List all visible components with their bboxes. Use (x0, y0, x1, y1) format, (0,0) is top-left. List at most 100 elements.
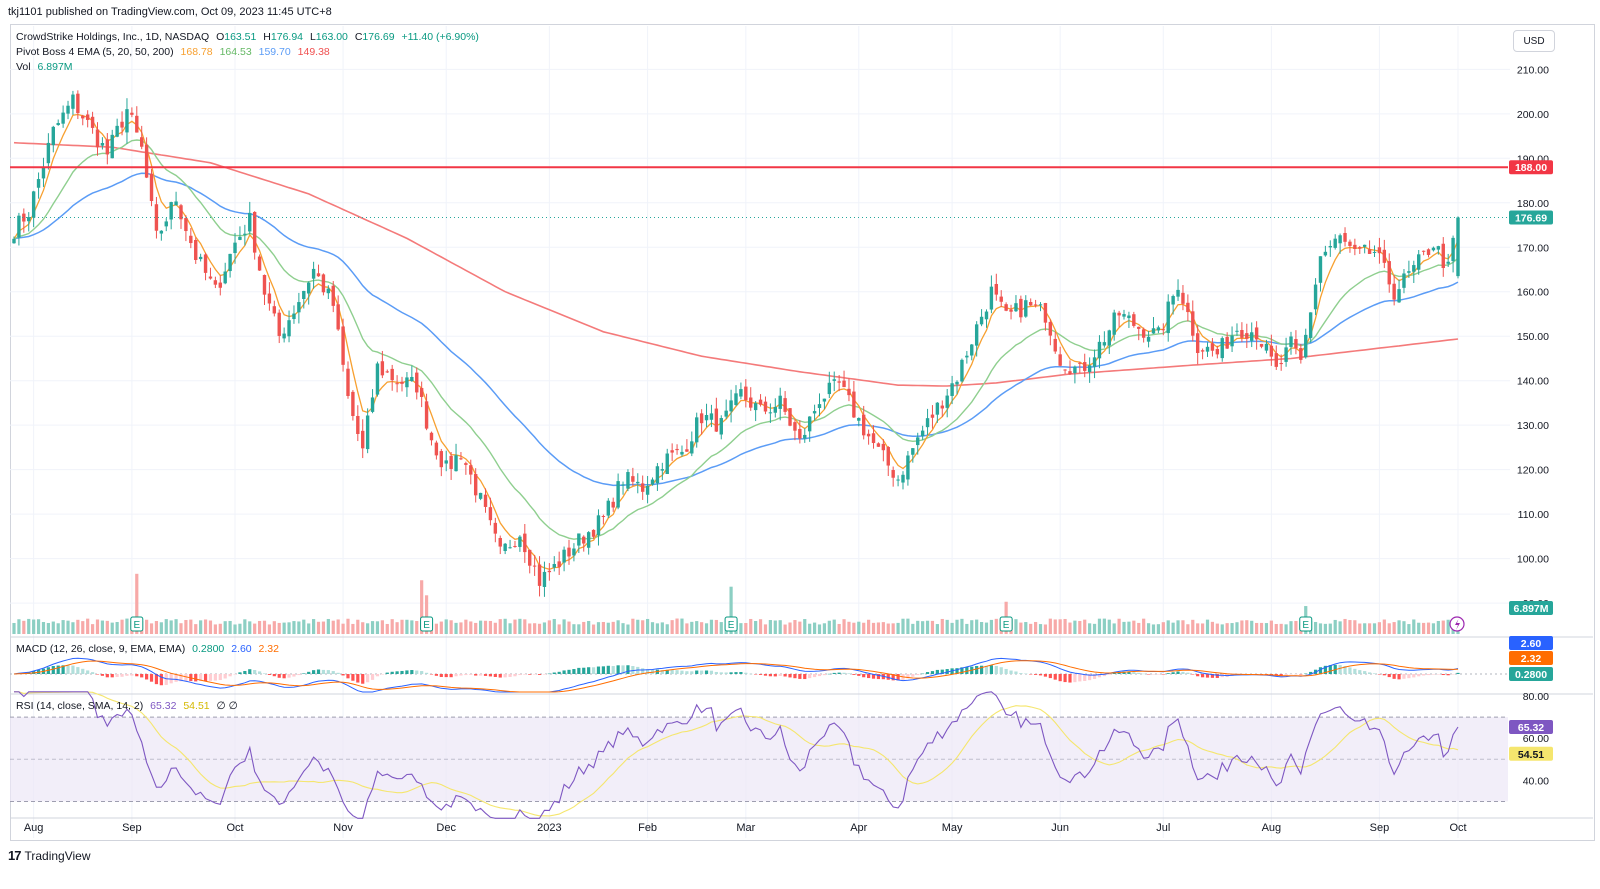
candle (85, 110, 90, 128)
time-axis-label: Jul (1156, 822, 1170, 834)
candle-body (1171, 296, 1175, 305)
candle (955, 380, 959, 395)
candle-body (498, 537, 502, 547)
volume-bar (1294, 620, 1298, 634)
macd-hist-bar (1014, 671, 1018, 674)
volume-bar (1269, 620, 1273, 634)
price-gridlines (10, 68, 1510, 604)
volume-bar (871, 622, 876, 634)
candle (1058, 346, 1062, 367)
candle-body (547, 570, 552, 573)
candle-body (886, 446, 890, 466)
candle-series (12, 90, 1460, 597)
volume-bar (277, 622, 281, 634)
candle-body (1200, 350, 1205, 352)
macd-hist-bar (297, 674, 301, 676)
candle (429, 431, 434, 446)
volume-bar (1250, 620, 1254, 634)
change-value: +11.40 (+6.90%) (401, 31, 479, 43)
candle (361, 419, 365, 459)
volume-bar (862, 622, 866, 634)
macd-hist-bar (125, 674, 129, 676)
candle (606, 498, 610, 518)
rsi-price-tag: 65.32 (1509, 719, 1553, 734)
candle-body (297, 302, 301, 313)
macd-hist-bar (1166, 673, 1170, 674)
macd-hist-bar (228, 674, 232, 677)
candle-body (729, 400, 733, 412)
candle-body (616, 481, 620, 508)
candle-body (1156, 327, 1161, 331)
volume-bar (881, 622, 885, 634)
candle (807, 416, 812, 442)
volume-bar (1392, 622, 1396, 634)
candle-body (591, 529, 596, 537)
candle (1259, 343, 1264, 349)
rsi-ma-value: 54.51 (183, 700, 210, 712)
volume-bar (611, 621, 615, 634)
earnings-marker: E (1299, 616, 1313, 632)
macd-hist-bar (1353, 668, 1357, 674)
candle (690, 431, 694, 457)
candle (1122, 309, 1126, 320)
volume-bar (454, 622, 458, 634)
macd-price-tag: 2.60 (1509, 636, 1553, 650)
tradingview-brand: TradingView (24, 848, 91, 863)
macd-hist-bar (1387, 674, 1391, 678)
macd-hist-bar (1019, 673, 1023, 674)
candle (920, 425, 925, 440)
macd-hist-bar (788, 674, 792, 678)
volume-bar (17, 619, 21, 634)
candle (1117, 310, 1121, 327)
candle-body (857, 418, 861, 421)
candle (282, 327, 286, 343)
volume-bar (1102, 618, 1106, 634)
volume-bar (1417, 622, 1421, 634)
candle-body (1058, 354, 1062, 366)
resistance-price-tag: 188.00 (1509, 160, 1553, 175)
candle (1068, 360, 1072, 376)
candle (169, 201, 173, 230)
open-label: O (216, 31, 225, 43)
candle-body (1028, 301, 1033, 306)
chart-frame[interactable] (10, 24, 1595, 841)
volume-bar (788, 622, 792, 634)
macd-hist-bar (1043, 674, 1048, 677)
volume-bar (262, 620, 267, 634)
volume-bar (1151, 624, 1156, 634)
candle (822, 398, 827, 410)
candle-body (1063, 369, 1067, 371)
candle-body (1078, 362, 1082, 364)
volume-bar (975, 619, 979, 634)
macd-hist-bar (203, 674, 208, 682)
low-value: 163.00 (315, 31, 348, 43)
candle-body (169, 202, 173, 220)
macd-hist-bar (1137, 672, 1141, 674)
tradingview-logo[interactable]: 17 TradingView (8, 848, 91, 863)
macd-hist-bar (154, 674, 159, 685)
candle-body (174, 201, 178, 206)
macd-hist-bar (253, 670, 257, 674)
candle-body (596, 515, 601, 536)
candle (930, 405, 935, 429)
volume-bar (316, 621, 321, 634)
candle-body (1137, 326, 1141, 329)
candle (552, 556, 556, 572)
candle (135, 106, 139, 133)
macd-hist-bar (768, 674, 772, 677)
volume-bar (297, 621, 301, 634)
candle (223, 262, 227, 285)
currency-button[interactable]: USD (1513, 30, 1555, 52)
candle-body (999, 296, 1003, 302)
macd-hist-bar (1289, 674, 1293, 675)
earnings-badge (1299, 616, 1313, 632)
volume-bar (641, 620, 645, 634)
candle (793, 418, 797, 441)
macd-tag-bg (1509, 636, 1553, 650)
vol-label: Vol (16, 61, 31, 73)
candle (203, 252, 208, 281)
volume-tag: 6.897M (1509, 601, 1553, 615)
macd-hist-bar (552, 672, 556, 674)
candle (356, 405, 360, 442)
